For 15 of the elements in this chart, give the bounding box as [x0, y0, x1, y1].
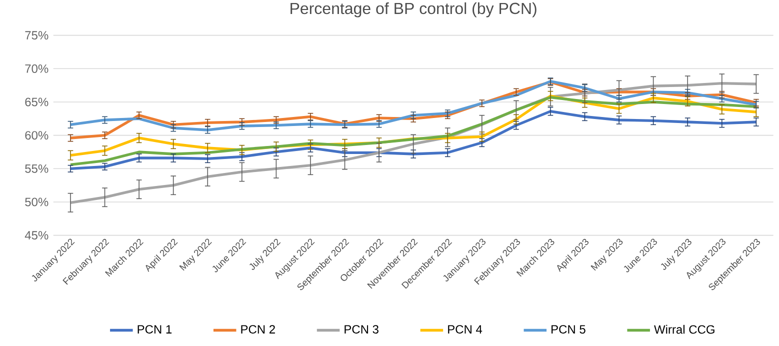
- y-tick-label: 70%: [25, 64, 48, 73]
- legend-label: Wirral CCG: [654, 324, 714, 334]
- legend-label: PCN 2: [241, 325, 275, 334]
- y-tick-label: 45%: [24, 231, 48, 240]
- chart-title: Percentage of BP control (by PCN): [290, 2, 536, 18]
- line-series: [69, 110, 758, 170]
- y-tick-label: 75%: [25, 31, 48, 40]
- legend-label: PCN 5: [552, 325, 586, 334]
- y-tick-label: 55%: [25, 164, 48, 173]
- legend-label: PCN 1: [138, 325, 172, 334]
- y-tick-label: 50%: [25, 198, 48, 206]
- y-tick-label: 60%: [25, 131, 48, 140]
- y-tick-label: 65%: [25, 98, 48, 106]
- legend-label: PCN 4: [448, 325, 482, 334]
- legend-label: PCN 3: [344, 325, 378, 334]
